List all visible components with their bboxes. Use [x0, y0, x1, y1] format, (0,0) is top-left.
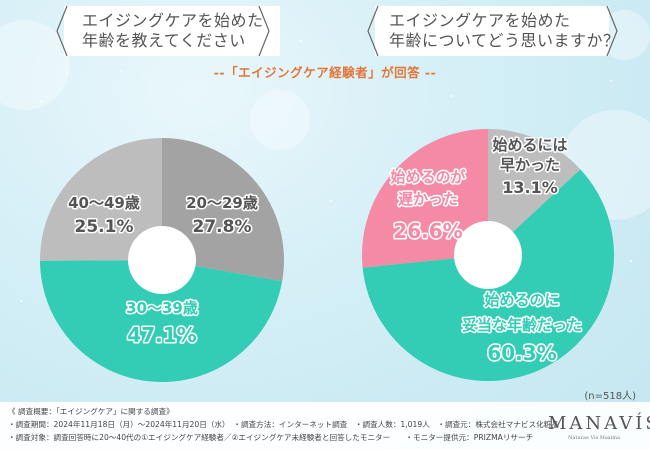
footer-line-1: 《 調査概要：「エイジングケア」に関する調査》	[8, 407, 174, 416]
pct-appropriate: 60.3%	[487, 341, 556, 365]
label-too-early-1: 始めるには	[492, 136, 567, 154]
bracket-right-icon	[258, 6, 270, 56]
label-30s: 30～39歳	[126, 299, 198, 317]
pct-too-early: 13.1%	[502, 178, 558, 197]
bracket-left-icon	[367, 6, 379, 56]
footer-line-2: ・調査期間：2024年11月18日（月）～2024年11月20日（水） ・調査方…	[8, 420, 559, 429]
brand-logo: MANAVÍS	[548, 413, 650, 434]
respondent-subtitle: --「エイジングケア経験者」が回答 --	[213, 65, 437, 80]
brand-tagline: Naturae Vis Maxima	[568, 435, 621, 441]
question-left-text: エイジングケアを始めた 年齢を教えてください	[82, 11, 264, 50]
footer-line-3: ・調査対象：調査回答時に20～40代の①エイジングケア経験者／②エイジングケア未…	[8, 433, 534, 442]
donut-opinion: 始めるには 早かった 13.1% 始めるのが 遅かった 26.6% 始めるのに …	[362, 129, 614, 381]
question-right: エイジングケアを始めた 年齢についてどう思いますか？	[375, 6, 619, 56]
label-appropriate-1: 始めるのに	[484, 291, 559, 309]
pct-40s: 25.1%	[75, 217, 134, 237]
label-too-late-1: 始めるのが	[390, 168, 466, 186]
slice-too-late	[362, 129, 488, 268]
label-40s: 40～49歳	[68, 194, 140, 212]
donut-age-started: 20～29歳 27.8% 40～49歳 25.1% 30～39歳 47.1%	[40, 138, 285, 382]
question-right-text: エイジングケアを始めた 年齢についてどう思いますか？	[389, 11, 620, 50]
question-left: エイジングケアを始めた 年齢を教えてください	[64, 6, 280, 56]
label-too-late-2: 遅かった	[398, 190, 458, 208]
survey-footer	[0, 402, 650, 450]
bracket-right-icon	[606, 6, 618, 56]
slice-too-early	[488, 129, 581, 255]
pct-30s: 47.1%	[127, 323, 196, 347]
donut-hole	[128, 226, 196, 294]
bracket-left-icon	[56, 6, 68, 56]
slice-30s	[40, 260, 283, 382]
label-20s: 20～29歳	[186, 194, 258, 212]
pct-20s: 27.8%	[193, 217, 252, 237]
label-too-early-2: 早かった	[500, 156, 560, 174]
label-appropriate-2: 妥当な年齢だった	[462, 316, 582, 334]
pct-too-late: 26.6%	[393, 219, 462, 243]
slice-40s	[40, 138, 162, 261]
sample-size: (n=518人)	[584, 391, 636, 402]
donut-hole	[454, 221, 522, 289]
